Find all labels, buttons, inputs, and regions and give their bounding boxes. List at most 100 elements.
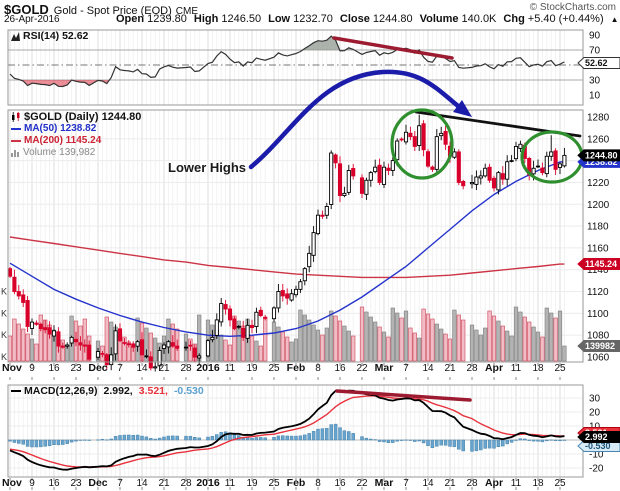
price-axis-label: 1260	[587, 134, 610, 145]
macd-hist-value: -0.530	[173, 385, 204, 397]
price-axis-label: 1060	[587, 352, 610, 363]
macd-signal-value: 3.521,	[138, 385, 168, 397]
price-axis-label: 1100	[587, 309, 609, 320]
price-axis-label: 1220	[587, 178, 610, 189]
candlesticks	[7, 114, 567, 372]
close-label: Close	[339, 13, 370, 25]
lower-highs-annotation: Lower Highs	[168, 160, 247, 175]
legend-symbol-row: $GOLD (Daily) 1244.80	[11, 111, 141, 123]
macd-downtrend-line	[335, 389, 472, 402]
x-axis-label: 25	[554, 478, 566, 489]
x-axis-label: 14	[136, 363, 148, 374]
rsi-axis-label: 70	[589, 46, 601, 57]
volume-label: Volume	[419, 13, 459, 25]
x-axis-label: Apr	[485, 362, 503, 374]
close-value-tag-text: 1244.80	[585, 151, 618, 161]
curved-arrow	[248, 69, 461, 170]
legend-ma200-row: MA(200) 1145.24	[11, 135, 141, 147]
legend-volume-text: Volume 139,982	[23, 147, 96, 158]
rsi-downtrend-line	[332, 36, 454, 60]
x-axis-label: Nov	[2, 362, 22, 374]
price-axis-label: 1140	[587, 265, 609, 276]
ma50-value-tag-text: 1238.82	[585, 157, 618, 167]
low-label: Low	[268, 13, 291, 25]
macd-axis-label: -20	[589, 464, 604, 475]
axis-ticks	[9, 377, 561, 380]
panel-border	[7, 109, 584, 363]
rsi-axis-label: 90	[589, 31, 601, 42]
macd-panel-label: MACD(12,26,9) 2.992, 3.521, -0.530	[11, 385, 204, 397]
x-axis-label: 14	[422, 363, 434, 374]
x-axis-label: 28	[466, 478, 478, 489]
macd-axis-label: -10	[589, 450, 604, 461]
highlight-circle-1	[390, 108, 454, 180]
volume-bars-icon	[11, 150, 19, 157]
ma200-line	[9, 236, 565, 279]
ma50-line-icon	[11, 128, 21, 130]
price-axis-label: 1200	[587, 200, 610, 211]
x-axis-label: 25	[268, 363, 280, 374]
legend-symbol-text: $GOLD (Daily) 1244.80	[24, 111, 142, 123]
x-axis-label: 11	[511, 363, 522, 374]
volume-axis-label: K	[1, 287, 7, 297]
ma200-value-tag	[577, 258, 620, 271]
high-label: High	[193, 13, 219, 25]
chart-date: 26-Apr-2016	[4, 14, 60, 25]
legend-ma50-row: MA(50) 1238.82	[11, 123, 141, 135]
legend-volume-row: Volume 139,982	[11, 147, 141, 159]
arrow-head	[453, 100, 472, 117]
change-direction-icon: ▲	[610, 15, 619, 24]
copyright: © StockCharts.com	[529, 2, 616, 13]
gridlines	[9, 110, 565, 362]
chg-value: +5.40 (+0.44%)	[527, 13, 604, 25]
exchange-label: CME	[175, 6, 199, 17]
volume-axis-label: K	[1, 308, 7, 318]
rsi-axis-label: 30	[589, 76, 601, 87]
macd-label-text: MACD(12,26,9)	[24, 385, 98, 397]
quote-summary: Open 1239.80 High 1246.50 Low 1232.70 Close 124…	[116, 13, 619, 25]
x-axis-label: 7	[117, 478, 123, 489]
price-axis-label: 1280	[587, 113, 610, 124]
x-axis-label: 16	[48, 363, 60, 374]
open-label: Open	[116, 13, 145, 25]
x-axis-label: 23	[70, 363, 82, 374]
close-value-tag	[577, 149, 620, 162]
chg-label: Chg	[503, 13, 525, 25]
x-axis-label: 21	[158, 478, 170, 489]
x-axis-label: 22	[356, 478, 368, 489]
macd-value-tag-text: 2.992	[585, 432, 608, 442]
x-axis-label: 16	[334, 478, 346, 489]
x-axis-label: 8	[315, 478, 321, 489]
axis-ticks	[9, 487, 561, 490]
rsi-line	[9, 35, 565, 88]
legend-ma200-text: MA(200) 1145.24	[24, 135, 102, 146]
chart-header: $GOLD Gold - Spot Price (EOD) CME	[4, 1, 198, 19]
ma200-line-icon	[11, 140, 21, 142]
x-axis-label: 9	[29, 478, 35, 489]
highlight-circle-2	[520, 130, 584, 184]
x-axis-label: Mar	[375, 362, 394, 374]
x-axis-label: 11	[225, 363, 236, 374]
rsi-panel-label: RSI(14) 52.62	[11, 30, 88, 42]
low-value: 1232.70	[293, 13, 333, 25]
x-axis-label: 28	[180, 478, 192, 489]
macd-hist-tag-text: -0.530	[585, 441, 611, 451]
main-legend: $GOLD (Daily) 1244.80 MA(50) 1238.82 MA(…	[11, 111, 141, 159]
x-axis-label: 2016	[196, 362, 220, 374]
x-axis-label: Mar	[375, 477, 394, 489]
volume-axis-label: K	[1, 330, 7, 340]
open-value: 1239.80	[147, 13, 187, 25]
rsi-panel	[8, 35, 583, 88]
x-axis-label: 28	[466, 363, 478, 374]
macd-value: 2.992,	[103, 385, 133, 397]
ma200-value-tag-text: 1145.24	[585, 259, 617, 269]
x-axis-label: 8	[315, 363, 321, 374]
x-axis-label: 19	[246, 478, 258, 489]
x-axis-label: 21	[444, 478, 456, 489]
macd-panel	[8, 389, 583, 471]
x-axis-label: 19	[246, 363, 258, 374]
price-axis-label: 1080	[587, 331, 610, 342]
volume-axis-label: K	[1, 352, 7, 362]
